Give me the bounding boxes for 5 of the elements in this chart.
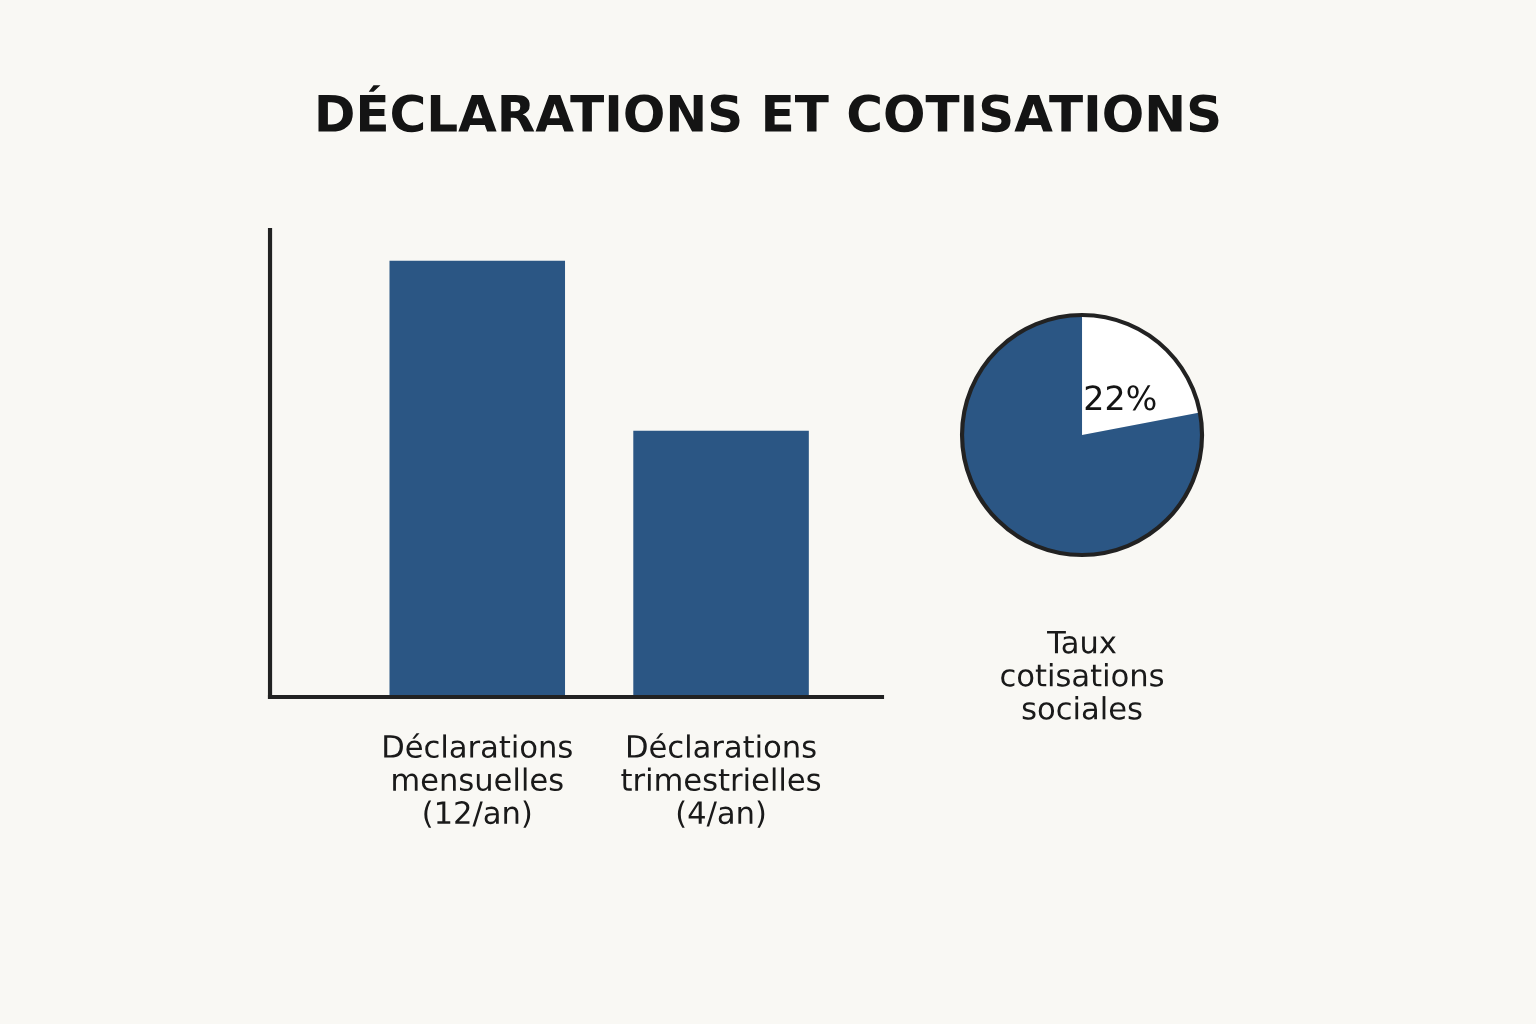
data-label: 22% xyxy=(1085,385,1156,411)
x-tick-label: Déclarations mensuelles (12/an) xyxy=(384,733,572,828)
x-tick-label: Déclarations trimestrielles (4/an) xyxy=(621,733,821,828)
text: Taux cotisations sociales xyxy=(1001,630,1164,720)
chart-title: DÉCLARATIONS ET COTISATIONS xyxy=(318,85,1219,133)
